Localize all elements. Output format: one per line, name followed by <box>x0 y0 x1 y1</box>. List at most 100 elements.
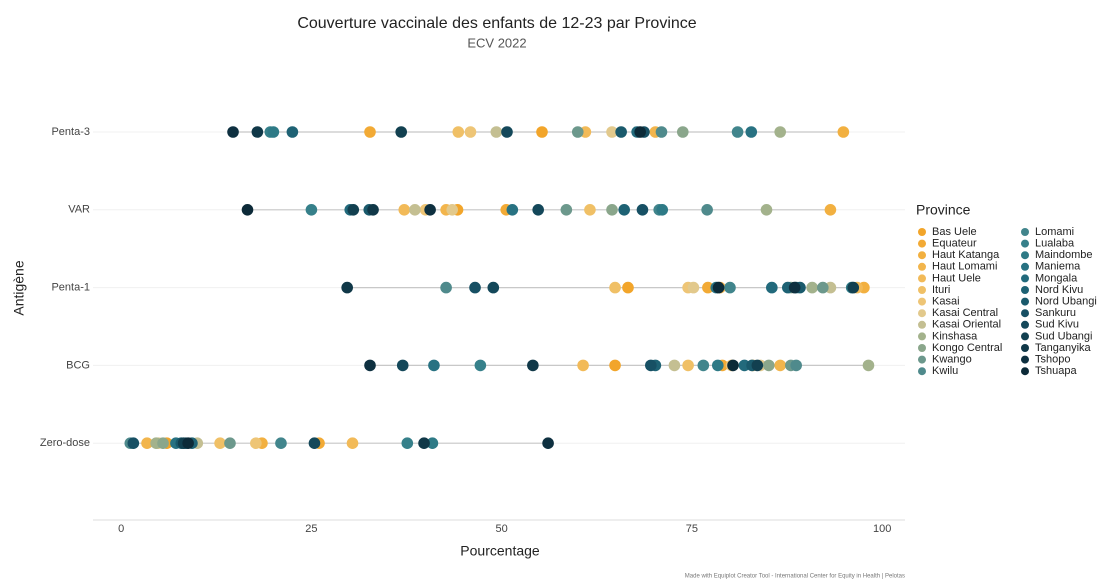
dot <box>606 204 618 216</box>
dot <box>286 126 299 138</box>
dot <box>401 437 414 450</box>
dot <box>214 437 226 450</box>
legend-label: Tshuapa <box>1035 365 1077 377</box>
dot <box>645 359 657 372</box>
dot <box>701 204 713 216</box>
dot <box>440 281 452 294</box>
dot <box>745 126 758 138</box>
dot <box>398 204 411 216</box>
legend-label: Tshopo <box>1035 354 1070 366</box>
legend-swatch <box>1021 228 1029 236</box>
dot <box>347 204 360 216</box>
dot <box>227 126 239 138</box>
dot <box>609 359 621 372</box>
legend-label: Equateur <box>932 238 977 250</box>
dot <box>452 126 465 138</box>
dot <box>766 281 778 294</box>
legend-swatch <box>918 320 926 329</box>
legend-swatch <box>918 251 926 260</box>
caption: Made with Equiplot Creator Tool - Intern… <box>685 574 905 580</box>
legend-swatch <box>918 262 926 271</box>
legend-label: Maindombe <box>1035 249 1092 261</box>
dot <box>577 359 589 372</box>
legend-swatch <box>918 332 926 341</box>
chart-title: Couverture vaccinale des enfants de 12-2… <box>297 15 696 32</box>
legend-label: Tanganyika <box>1035 342 1092 354</box>
legend-label: Kinshasa <box>932 330 978 342</box>
dot <box>157 437 169 450</box>
legend-label: Kasai <box>932 296 960 308</box>
dot <box>760 204 773 216</box>
dot <box>817 281 829 294</box>
dot <box>367 204 379 216</box>
x-tick-label: 0 <box>118 523 124 535</box>
legend-label: Kongo Central <box>932 342 1002 354</box>
dot <box>267 126 280 138</box>
legend-label: Haut Uele <box>932 272 981 284</box>
dot <box>250 437 262 450</box>
legend-label: Mongala <box>1035 272 1078 284</box>
x-tick-label: 75 <box>686 523 698 535</box>
dot <box>682 359 694 372</box>
legend-label: Sud Ubangi <box>1035 330 1093 342</box>
dot <box>655 126 668 138</box>
legend-swatch <box>1021 239 1029 248</box>
dot <box>542 437 554 450</box>
legend-label: Lualaba <box>1035 238 1075 250</box>
dot <box>790 359 802 372</box>
dot <box>305 204 318 216</box>
dot <box>418 437 430 450</box>
legend-label: Kwilu <box>932 365 958 377</box>
dot <box>668 359 681 372</box>
dot <box>788 281 801 294</box>
legend-label: Kwango <box>932 354 972 366</box>
dot <box>711 359 724 372</box>
legend-label: Nord Kivu <box>1035 284 1083 296</box>
dot <box>676 126 689 138</box>
dot <box>862 359 875 372</box>
dot <box>606 126 618 138</box>
legend-swatch <box>1021 367 1029 376</box>
legend-swatch <box>1021 262 1029 271</box>
legend-swatch <box>1021 286 1029 294</box>
dot <box>824 204 837 216</box>
dot <box>426 437 439 450</box>
dot <box>182 437 194 450</box>
dot <box>127 437 140 450</box>
legend-swatch <box>1021 309 1029 318</box>
dot <box>474 359 487 372</box>
y-tick-label: VAR <box>68 204 90 216</box>
dot <box>308 437 321 450</box>
dot <box>469 281 481 294</box>
legend-label: Kasai Central <box>932 307 998 319</box>
dot <box>532 204 544 216</box>
dot <box>364 359 376 372</box>
dot <box>409 204 421 216</box>
legend-swatch <box>918 355 926 364</box>
legend-swatch <box>918 239 926 248</box>
legend-swatch <box>918 297 926 306</box>
y-axis-label: Antigène <box>11 260 27 315</box>
dot <box>774 359 786 372</box>
legend-swatch <box>1021 355 1029 364</box>
dot <box>847 281 860 294</box>
legend-label: Bas Uele <box>932 226 977 238</box>
dot <box>346 437 359 450</box>
dot <box>622 281 634 294</box>
dot <box>634 126 646 138</box>
dot <box>487 281 500 294</box>
dot <box>141 437 153 450</box>
dot <box>501 126 513 138</box>
x-axis-label: Pourcentage <box>460 543 540 559</box>
dot <box>527 359 539 372</box>
dot <box>615 126 627 138</box>
dot <box>571 126 584 138</box>
dot <box>251 126 264 138</box>
y-tick-label: Zero-dose <box>40 437 90 449</box>
dot <box>702 281 714 294</box>
legend-swatch <box>918 344 926 352</box>
dot <box>428 359 440 372</box>
legend-swatch <box>1021 297 1029 306</box>
y-tick-label: BCG <box>66 359 90 371</box>
